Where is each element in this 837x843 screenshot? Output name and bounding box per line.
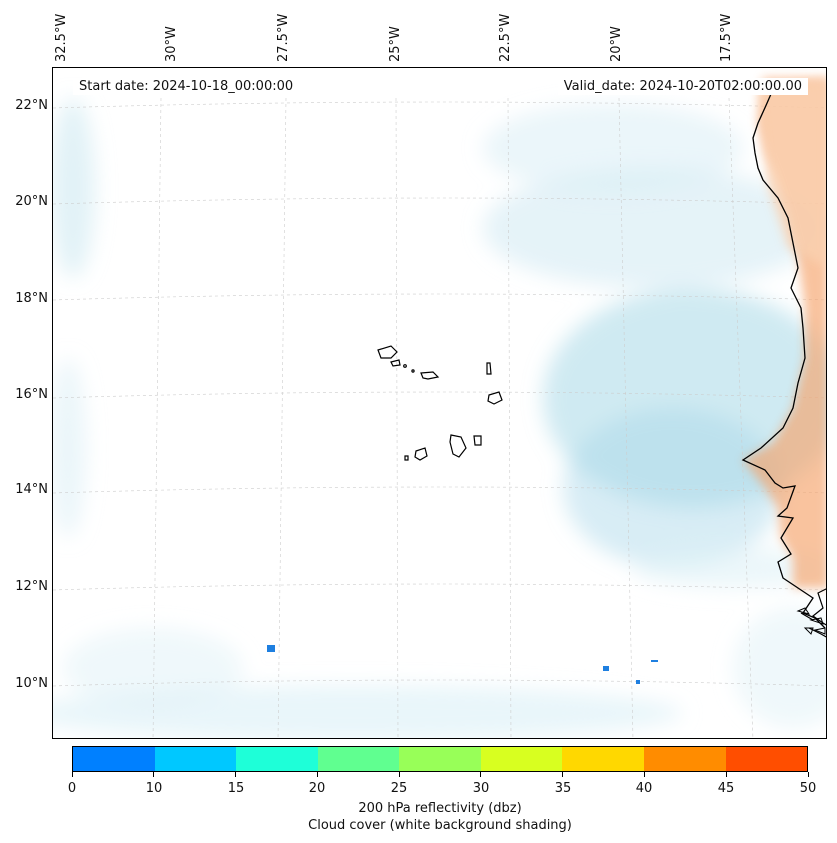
map-panel: Start date: 2024-10-18_00:00:00 Valid_da… — [52, 67, 827, 739]
latitude-label: 12°N — [15, 579, 48, 594]
latitude-label: 18°N — [15, 291, 48, 306]
colorbar-tick-label: 40 — [635, 781, 653, 796]
colorbar-title: 200 hPa reflectivity (dbz) — [358, 801, 522, 816]
colorbar-tick-mark — [562, 772, 563, 777]
guinea-bissau-coast — [800, 588, 826, 638]
latitude-label: 14°N — [15, 482, 48, 497]
land-reflectivity-shading — [743, 78, 826, 588]
colorbar-segment — [480, 747, 563, 771]
colorbar-segment — [399, 747, 481, 771]
longitude-label: 27.5°W — [276, 13, 291, 62]
colorbar-tick-label: 0 — [67, 781, 77, 796]
colorbar-tick-label: 35 — [554, 781, 572, 796]
valid-date-label: Valid_date: 2024-10-20T02:00:00.00 — [557, 78, 808, 95]
colorbar-segment — [236, 747, 318, 771]
colorbar-tick-mark — [153, 772, 154, 777]
longitude-label: 25°W — [388, 26, 403, 62]
reflectivity-patches — [267, 645, 658, 684]
colorbar-tick-label: 20 — [308, 781, 326, 796]
colorbar-tick-label: 10 — [145, 781, 163, 796]
map-canvas — [53, 78, 826, 738]
colorbar-tick-label: 30 — [472, 781, 490, 796]
graticule — [53, 97, 826, 738]
colorbar-tick-mark — [317, 772, 318, 777]
africa-coastline — [741, 93, 826, 629]
longitude-label: 17.5°W — [719, 13, 734, 62]
colorbar-tick-mark — [72, 772, 73, 777]
colorbar-tick-label: 25 — [390, 781, 408, 796]
cape-verde-islands — [377, 345, 503, 461]
colorbar-segment — [643, 747, 726, 771]
latitude-label: 10°N — [15, 676, 48, 691]
start-date-label: Start date: 2024-10-18_00:00:00 — [73, 78, 300, 95]
colorbar-subtitle: Cloud cover (white background shading) — [308, 818, 572, 833]
longitude-label: 30°W — [164, 26, 179, 62]
latitude-label: 20°N — [15, 194, 48, 209]
latitude-label: 16°N — [15, 387, 48, 402]
colorbar-tick-mark — [808, 772, 809, 777]
colorbar-tick-label: 45 — [717, 781, 735, 796]
colorbar-segment — [317, 747, 400, 771]
colorbar — [72, 746, 808, 772]
colorbar-tick-mark — [480, 772, 481, 777]
longitude-label: 20°W — [609, 26, 624, 62]
bijagos-islands — [796, 607, 826, 635]
colorbar-segment — [154, 747, 237, 771]
colorbar-tick-mark — [644, 772, 645, 777]
longitude-label: 22.5°W — [498, 13, 513, 62]
colorbar-tick-mark — [726, 772, 727, 777]
colorbar-tick-label: 50 — [799, 781, 817, 796]
latitude-label: 22°N — [15, 98, 48, 113]
cloud-cover-shading — [53, 98, 826, 738]
colorbar-segment — [725, 747, 808, 771]
colorbar-tick-mark — [399, 772, 400, 777]
colorbar-segment — [73, 747, 155, 771]
colorbar-tick-label: 15 — [227, 781, 245, 796]
colorbar-tick-mark — [235, 772, 236, 777]
colorbar-segment — [562, 747, 644, 771]
longitude-label: 32.5°W — [54, 13, 69, 62]
